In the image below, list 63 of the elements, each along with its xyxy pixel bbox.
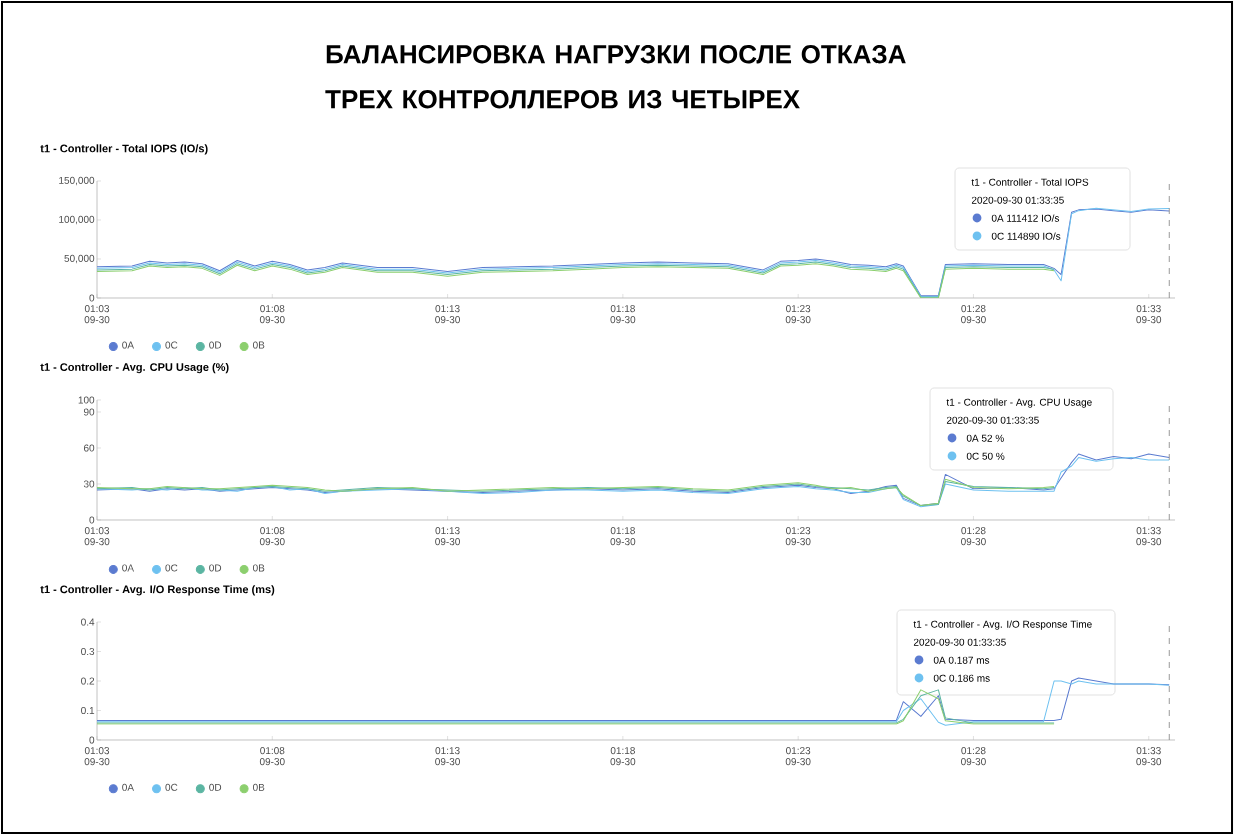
y-tick-label: 150,000 [59, 176, 95, 186]
annotation: 2020-09-30 01:33:35 [913, 638, 1006, 646]
x-tick-label: 01:33 09-30 [1136, 527, 1162, 546]
legend-label: 0B [252, 783, 265, 791]
y-tick-label: 0.2 [81, 677, 95, 685]
x-tick-label: 01:03 09-30 [84, 527, 110, 546]
y-tick-label: 90 [83, 408, 95, 416]
annotation: 2020-09-30 01:33:35 [946, 416, 1039, 424]
annotation: 0C 50 % [966, 452, 1005, 460]
legend-label: 0B [252, 341, 265, 349]
x-tick-label: 01:23 09-30 [785, 527, 811, 546]
y-tick-label: 0 [89, 516, 95, 524]
x-tick-label: 01:28 09-30 [961, 305, 986, 324]
x-tick-label: 01:08 09-30 [259, 527, 285, 546]
y-tick-label: 0 [89, 294, 95, 302]
x-tick-label: 01:08 09-30 [259, 747, 285, 766]
y-tick-label: 100 [78, 396, 95, 404]
legend-label: 0B [252, 564, 265, 572]
legend-label: 0C [165, 341, 178, 349]
x-tick-label: 01:23 09-30 [785, 747, 811, 766]
y-tick-label: 60 [83, 444, 95, 452]
x-tick-label: 01:33 09-30 [1136, 305, 1162, 324]
y-tick-label: 0.3 [81, 647, 95, 656]
legend-label: 0A [122, 564, 135, 572]
legend-label: 0D [209, 564, 222, 572]
y-tick-label: 0.1 [81, 706, 95, 715]
y-tick-label: 30 [83, 480, 95, 488]
chart-title: t1 - Controller - Avg. CPU Usage (%) [40, 362, 229, 374]
legend-label: 0C [165, 783, 178, 791]
x-tick-label: 01:18 09-30 [610, 527, 636, 546]
x-tick-label: 01:13 09-30 [435, 747, 460, 766]
legend-label: 0A [122, 783, 135, 791]
legend-label: 0A [122, 341, 135, 349]
annotation: 0A 0.187 ms [933, 656, 990, 664]
legend-label: 0C [165, 564, 178, 572]
annotation: 0C 114890 IO/s [991, 232, 1061, 240]
x-tick-label: 01:03 09-30 [84, 305, 110, 324]
annotation: 0A 52 % [966, 434, 1004, 442]
x-tick-label: 01:28 09-30 [961, 747, 986, 766]
y-tick-label: 50,000 [64, 254, 95, 264]
chart-title: t1 - Controller - Avg. I/O Response Time (ms) [40, 585, 275, 596]
y-tick-label: 0 [89, 736, 95, 744]
annotation: 0C 0.186 ms [933, 674, 990, 682]
chart-title: t1 - Controller - Total IOPS (IO/s) [40, 144, 208, 155]
annotation: 2020-09-30 01:33:35 [971, 196, 1064, 204]
x-tick-label: 01:18 09-30 [610, 305, 636, 324]
x-tick-label: 01:33 09-30 [1136, 747, 1162, 766]
x-tick-label: 01:13 09-30 [435, 527, 460, 546]
y-tick-label: 0.4 [81, 618, 95, 626]
annotation: 0A 111412 IO/s [991, 214, 1060, 222]
x-tick-label: 01:18 09-30 [610, 747, 636, 766]
text: БАЛАНСИРОВКА НАГРУЗКИ ПОСЛЕ ОТКАЗА ТРЕХ КОНТРОЛЛЕРОВ ИЗ ЧЕТЫРЕХ [325, 45, 906, 109]
legend-label: 0D [209, 341, 222, 349]
annotation: t1 - Controller - Avg. CPU Usage [946, 398, 1092, 408]
x-tick-label: 01:23 09-30 [785, 305, 811, 324]
x-tick-label: 01:08 09-30 [259, 305, 285, 324]
legend-label: 0D [209, 783, 222, 791]
annotation: t1 - Controller - Total IOPS [971, 178, 1089, 186]
x-tick-label: 01:03 09-30 [84, 747, 110, 766]
x-tick-label: 01:13 09-30 [435, 305, 460, 324]
y-tick-label: 100,000 [59, 215, 95, 225]
annotation: t1 - Controller - Avg. I/O Response Time [913, 620, 1092, 630]
x-tick-label: 01:28 09-30 [961, 527, 986, 546]
